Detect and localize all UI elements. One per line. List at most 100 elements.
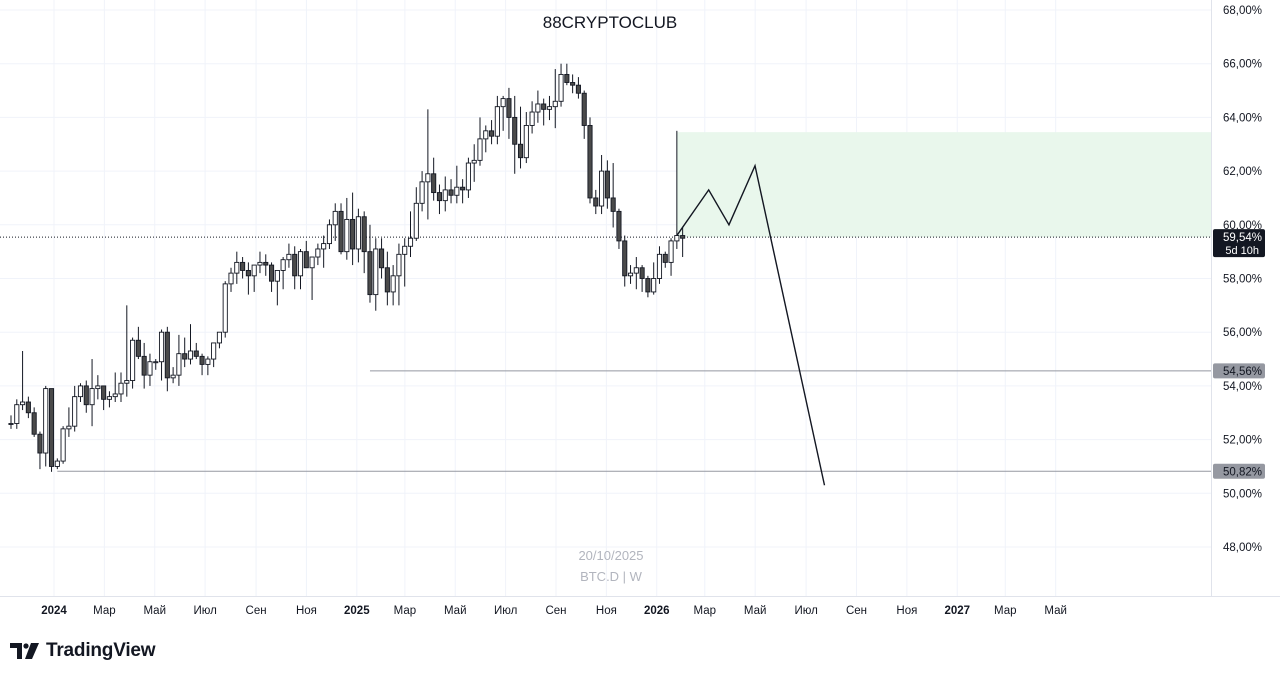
candle	[292, 246, 298, 290]
candle	[390, 265, 396, 306]
candle-body-up	[72, 396, 78, 427]
candle	[350, 192, 356, 266]
level-label: 54,56%	[1223, 366, 1262, 378]
candle	[222, 281, 228, 338]
candle-body-up	[407, 237, 414, 247]
candle-body-up	[286, 253, 292, 261]
candle	[344, 197, 350, 260]
candle-body-down	[581, 92, 587, 126]
candle-body-up	[523, 125, 529, 159]
candlestick-chart[interactable]: 88CRYPTOCLUB 20/10/2025 BTC.D | W 48,00%…	[0, 0, 1280, 640]
x-tick-label: Июл	[193, 605, 216, 617]
candle	[448, 179, 454, 204]
candle-body-up	[442, 189, 448, 202]
candle	[332, 203, 338, 241]
candle	[60, 426, 66, 464]
candle	[106, 391, 112, 408]
candle	[89, 359, 95, 427]
x-tick-label: Май	[143, 605, 166, 617]
candles	[8, 63, 686, 472]
candle-body-up	[500, 98, 506, 108]
candle-body-down	[37, 433, 43, 454]
candle-body-down	[610, 197, 616, 212]
y-tick-label: 68,00%	[1223, 5, 1262, 17]
candle	[419, 171, 425, 212]
candle	[512, 95, 518, 174]
candle	[228, 267, 234, 292]
chart-title: 88CRYPTOCLUB	[543, 13, 677, 32]
candle	[118, 372, 124, 403]
candle	[14, 399, 20, 429]
candle	[274, 269, 280, 306]
candle	[280, 257, 286, 290]
x-tick-label: Сен	[846, 605, 867, 617]
candle-body-up	[454, 186, 460, 196]
candle-body-up	[8, 423, 14, 425]
current-price-label-bg	[1213, 229, 1265, 258]
candle	[599, 154, 605, 215]
candle-body-up	[147, 361, 153, 376]
candle	[153, 359, 159, 370]
candle	[680, 227, 686, 258]
symbol-watermark: BTC.D | W	[580, 569, 643, 584]
candle	[141, 342, 147, 389]
candle-body-up	[599, 170, 605, 207]
candle-body-up	[309, 256, 315, 269]
tradingview-logo[interactable]: TradingView	[10, 640, 156, 662]
candle	[593, 189, 599, 215]
candle	[367, 224, 373, 303]
candle-body-down	[141, 355, 147, 376]
price-axis[interactable]: 48,00% 50,00% 52,00% 54,00% 56,00% 58,00% 60,0…	[1223, 5, 1262, 554]
candle-body-up	[419, 181, 425, 204]
candle-body-up	[77, 385, 84, 398]
candle-body-up	[529, 111, 535, 126]
candle-body-up	[274, 269, 280, 282]
candle	[112, 372, 118, 403]
x-tick-label: Июл	[494, 605, 517, 617]
candle	[135, 326, 141, 360]
candle-body-up	[297, 251, 304, 277]
candle-body-up	[425, 173, 431, 183]
candle-body-up	[251, 264, 257, 277]
candle-body-up	[633, 267, 639, 274]
candle-body-up	[396, 253, 402, 277]
candle	[355, 208, 361, 263]
candle	[309, 256, 315, 300]
candle-body-down	[269, 264, 275, 282]
candle-body-down	[182, 353, 188, 360]
candle-body-up	[413, 202, 419, 239]
candle-body-up	[494, 106, 500, 137]
candle-body-down	[135, 339, 141, 357]
y-tick-label: 56,00%	[1223, 327, 1262, 339]
candle-body-up	[321, 243, 327, 250]
candle	[494, 95, 500, 145]
candle	[20, 350, 26, 411]
candle	[407, 211, 414, 258]
candle	[176, 334, 182, 386]
candle	[43, 385, 49, 467]
candle	[489, 120, 495, 145]
time-axis[interactable]: 2024 Мар Май Июл Сен Ноя 2025 Мар Май Июл Сен Ноя 20…	[41, 605, 1067, 617]
candle	[130, 337, 136, 389]
candle-body-down	[512, 116, 518, 145]
candle	[245, 262, 251, 295]
candle-body-down	[489, 130, 495, 137]
candle	[483, 125, 489, 153]
x-tick-label: Мар	[394, 605, 417, 617]
y-tick-label: 52,00%	[1223, 435, 1262, 447]
candle-body-up	[552, 100, 558, 108]
candle-body-up	[170, 374, 176, 379]
candle	[587, 117, 593, 204]
candle	[477, 117, 483, 166]
candle-body-down	[361, 216, 367, 253]
x-tick-label: 2025	[344, 605, 370, 617]
candle-body-down	[570, 82, 576, 86]
candle-body-down	[639, 267, 645, 279]
candle-body-down	[517, 143, 524, 159]
candle	[164, 326, 170, 392]
tradingview-logo-text: TradingView	[46, 640, 156, 661]
candle	[442, 176, 448, 212]
candle	[668, 238, 674, 276]
x-tick-label: Май	[444, 605, 467, 617]
candle	[425, 109, 431, 220]
